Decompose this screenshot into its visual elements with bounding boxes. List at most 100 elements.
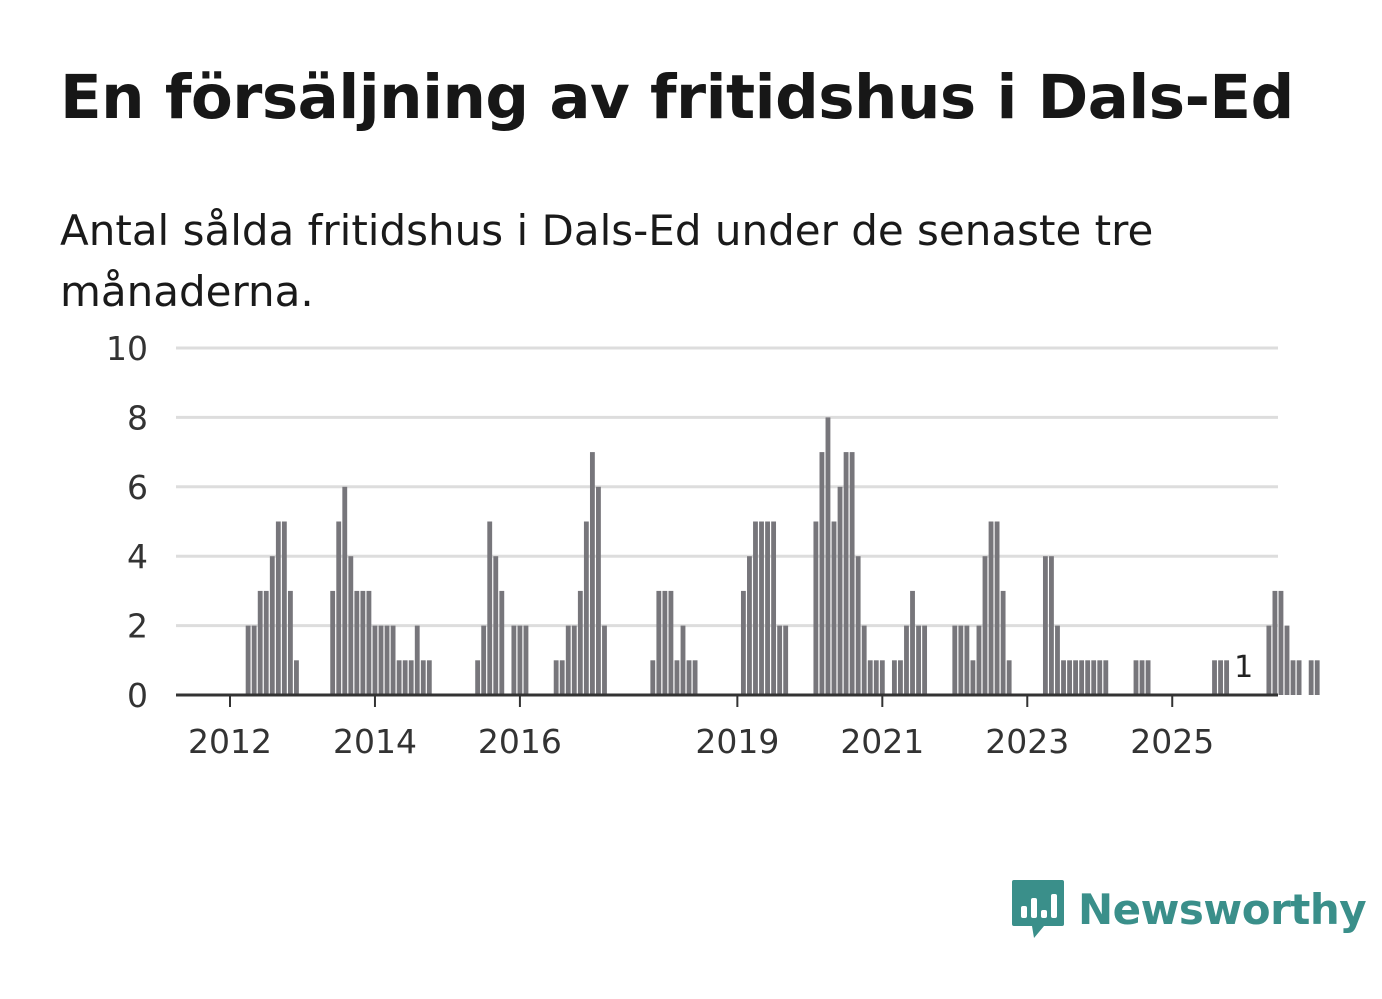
bar bbox=[511, 625, 517, 695]
bar bbox=[1284, 625, 1290, 695]
bar bbox=[487, 521, 493, 695]
bar bbox=[577, 590, 583, 695]
bar bbox=[1296, 660, 1302, 695]
bar bbox=[499, 590, 505, 695]
bar bbox=[650, 660, 656, 695]
brand-name: Newsworthy bbox=[1078, 884, 1367, 934]
bar bbox=[922, 625, 928, 695]
y-axis-ticks: 0 2 4 6 8 10 bbox=[106, 329, 148, 715]
bar bbox=[988, 521, 994, 695]
bar bbox=[257, 590, 263, 695]
bar bbox=[891, 660, 897, 695]
x-tick-label: 2012 bbox=[188, 722, 272, 761]
bar bbox=[982, 556, 988, 695]
bar bbox=[747, 556, 752, 695]
bar bbox=[783, 625, 789, 695]
bar bbox=[1103, 660, 1109, 695]
bar bbox=[910, 590, 915, 695]
bar bbox=[384, 625, 390, 695]
bar bbox=[916, 625, 921, 695]
bar bbox=[420, 660, 426, 695]
bar bbox=[571, 625, 577, 695]
bar bbox=[819, 452, 825, 695]
bar bbox=[390, 625, 396, 695]
bar bbox=[354, 590, 360, 695]
bar bbox=[1091, 660, 1097, 695]
bar bbox=[402, 660, 408, 695]
bar bbox=[1278, 590, 1284, 695]
bar bbox=[475, 660, 481, 695]
bar bbox=[589, 452, 595, 695]
x-tick-label: 2025 bbox=[1130, 722, 1214, 761]
bar-chart: 0 2 4 6 8 10 2012 2014 2016 2019 2021 2023 2025 1 bbox=[106, 329, 1320, 761]
bar bbox=[1085, 660, 1091, 695]
bar bbox=[674, 660, 680, 695]
x-tick-label: 2019 bbox=[695, 722, 779, 761]
bar bbox=[269, 556, 275, 695]
bar bbox=[765, 521, 770, 695]
bar bbox=[837, 486, 843, 695]
bar bbox=[1049, 556, 1054, 695]
bar bbox=[426, 660, 432, 695]
bar bbox=[668, 590, 674, 695]
bar bbox=[1042, 556, 1048, 695]
bar bbox=[861, 625, 867, 695]
bar bbox=[662, 590, 668, 695]
bar bbox=[366, 590, 372, 695]
bar bbox=[1272, 590, 1278, 695]
bar bbox=[263, 590, 269, 695]
x-axis-ticks: 2012 2014 2016 2019 2021 2023 2025 bbox=[188, 695, 1214, 761]
bar bbox=[1097, 660, 1103, 695]
bar bbox=[378, 625, 384, 695]
bar bbox=[879, 660, 885, 695]
bar bbox=[396, 660, 402, 695]
bar bbox=[825, 417, 831, 695]
bar bbox=[904, 625, 909, 695]
bar bbox=[873, 660, 879, 695]
bar bbox=[583, 521, 589, 695]
bar bbox=[831, 521, 837, 695]
newsworthy-logo: Newsworthy bbox=[1010, 878, 1367, 940]
bar bbox=[523, 625, 529, 695]
bar bbox=[330, 590, 336, 695]
bar bbox=[596, 486, 601, 695]
bar bbox=[1139, 660, 1145, 695]
bar bbox=[1067, 660, 1072, 695]
bar bbox=[1308, 660, 1314, 695]
bar bbox=[843, 452, 849, 695]
bar bbox=[952, 625, 958, 695]
bar bbox=[1055, 625, 1060, 695]
bar bbox=[493, 556, 499, 695]
bar bbox=[602, 625, 607, 695]
y-tick-label: 8 bbox=[127, 398, 148, 437]
bar bbox=[1212, 660, 1217, 695]
bars bbox=[245, 417, 1320, 695]
bar bbox=[958, 625, 964, 695]
data-labels: 1 bbox=[1234, 650, 1253, 685]
y-tick-label: 0 bbox=[127, 676, 148, 715]
bar bbox=[281, 521, 287, 695]
bar bbox=[251, 625, 257, 695]
bar bbox=[1224, 660, 1230, 695]
bar bbox=[656, 590, 662, 695]
bar bbox=[813, 521, 819, 695]
bar bbox=[1314, 660, 1320, 695]
chart-subtitle: Antal sålda fritidshus i Dals-Ed under d… bbox=[60, 206, 1154, 316]
bar bbox=[1145, 660, 1151, 695]
bar bbox=[964, 625, 970, 695]
x-tick-label: 2016 bbox=[478, 722, 562, 761]
bar bbox=[692, 660, 698, 695]
bar bbox=[777, 625, 783, 695]
bar bbox=[994, 521, 1000, 695]
bar bbox=[855, 556, 861, 695]
y-tick-label: 6 bbox=[127, 468, 148, 507]
x-tick-label: 2023 bbox=[985, 722, 1069, 761]
chart-title: En försäljning av fritidshus i Dals-Ed bbox=[60, 62, 1294, 133]
bar bbox=[348, 556, 354, 695]
bar bbox=[1133, 660, 1139, 695]
bar bbox=[771, 521, 777, 695]
bar bbox=[565, 625, 571, 695]
gridlines bbox=[176, 346, 1278, 628]
bar bbox=[559, 660, 565, 695]
bar bbox=[481, 625, 487, 695]
